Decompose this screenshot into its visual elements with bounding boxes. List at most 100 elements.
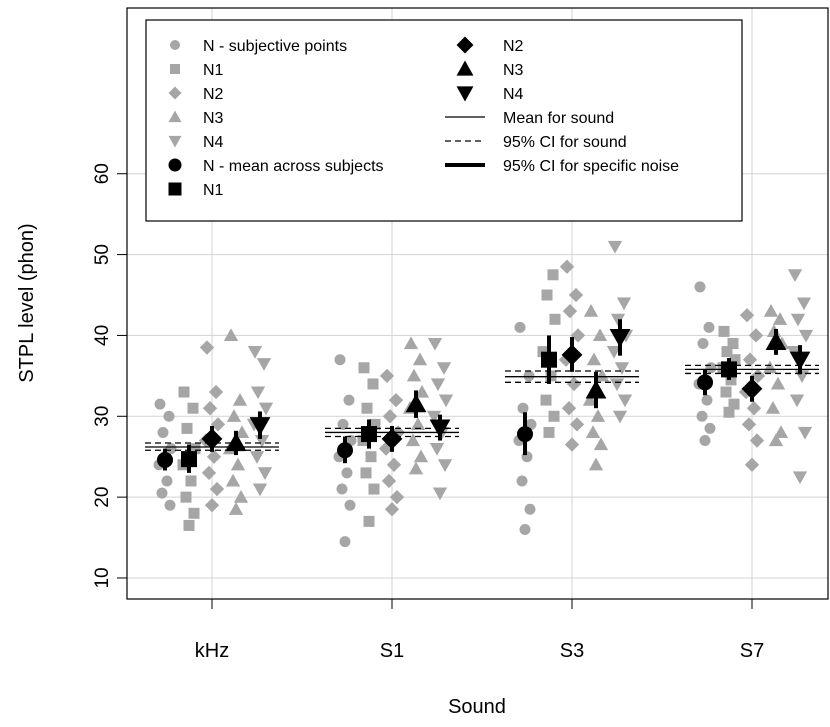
legend-label: 95% CI for specific noise bbox=[503, 158, 679, 175]
noise-mean-marker bbox=[765, 331, 787, 351]
subjective-point bbox=[549, 313, 561, 325]
subjective-point bbox=[514, 321, 526, 333]
subjective-point bbox=[210, 417, 226, 432]
subjective-point bbox=[382, 409, 398, 424]
noise-mean-marker bbox=[721, 361, 737, 378]
subjective-point bbox=[223, 328, 239, 342]
noise-mean-marker bbox=[157, 451, 173, 468]
subjective-point bbox=[561, 401, 577, 416]
x-tick-label: kHz bbox=[195, 640, 229, 662]
subjective-point bbox=[541, 289, 553, 301]
subjective-point bbox=[412, 352, 428, 366]
subjective-point bbox=[247, 346, 263, 359]
subjective-point bbox=[367, 378, 379, 390]
y-tick-label: 60 bbox=[92, 163, 113, 184]
subjective-point bbox=[773, 425, 789, 439]
legend-marker bbox=[168, 182, 182, 196]
subjective-point bbox=[368, 483, 380, 495]
subjective-point bbox=[583, 304, 599, 317]
noise-mean-marker bbox=[585, 380, 607, 399]
subjective-point bbox=[566, 376, 582, 392]
legend-marker bbox=[168, 158, 182, 172]
legend-label: N4 bbox=[203, 134, 224, 151]
legend-marker bbox=[456, 86, 474, 102]
x-axis-label: Sound bbox=[448, 696, 506, 718]
subjective-point bbox=[607, 240, 623, 254]
subjective-point bbox=[697, 338, 709, 350]
subjective-point bbox=[334, 354, 346, 366]
legend-box bbox=[145, 19, 743, 222]
noise-means bbox=[157, 319, 811, 473]
subjective-point bbox=[720, 386, 732, 398]
noise-mean-marker bbox=[381, 428, 403, 450]
subjective-point bbox=[516, 475, 528, 487]
subjective-point bbox=[386, 457, 402, 472]
subjective-point bbox=[337, 418, 349, 430]
subjective-point bbox=[405, 433, 421, 447]
subjective-point bbox=[519, 523, 531, 535]
subjective-point bbox=[762, 360, 778, 374]
subjective-point bbox=[363, 515, 375, 527]
subjective-point bbox=[201, 465, 217, 481]
subjective-point bbox=[765, 401, 781, 414]
subjective-point bbox=[164, 499, 176, 511]
subjective-point bbox=[161, 475, 173, 487]
noise-mean-marker bbox=[697, 374, 713, 391]
subjective-point bbox=[388, 392, 404, 408]
y-tick-label: 50 bbox=[92, 244, 113, 265]
subjective-point bbox=[524, 503, 536, 515]
subjective-point bbox=[739, 308, 755, 323]
subjective-point bbox=[787, 269, 803, 282]
subjective-point bbox=[705, 362, 717, 374]
legend-marker bbox=[456, 36, 474, 54]
legend-label: 95% CI for sound bbox=[503, 134, 627, 151]
subjective-point bbox=[606, 346, 622, 359]
subjective-point bbox=[156, 487, 168, 499]
y-axis-label: STPL level (phon) bbox=[16, 223, 38, 382]
subjective-point bbox=[252, 483, 268, 497]
subjective-point bbox=[748, 328, 764, 343]
subjective-point bbox=[408, 461, 424, 475]
noise-mean-marker bbox=[789, 351, 811, 371]
subjective-point bbox=[592, 328, 608, 342]
legend-label: N3 bbox=[203, 110, 224, 127]
subjective-point bbox=[593, 437, 609, 451]
subjective-point bbox=[230, 457, 246, 471]
subjective-point bbox=[729, 354, 741, 366]
subjective-point bbox=[797, 426, 813, 440]
noise-mean-marker bbox=[405, 393, 427, 413]
subjective-point bbox=[154, 398, 166, 410]
subjective-point bbox=[199, 340, 215, 355]
subjective-point bbox=[721, 346, 733, 358]
subjective-point bbox=[437, 459, 453, 472]
subjective-point bbox=[249, 451, 265, 464]
subjective-point bbox=[438, 394, 454, 408]
subjective-point bbox=[381, 473, 397, 489]
legend-marker bbox=[456, 60, 474, 76]
subjective-point bbox=[379, 368, 395, 384]
subjective-point bbox=[165, 443, 177, 455]
subjective-point bbox=[617, 394, 633, 408]
subjective-point bbox=[228, 502, 244, 515]
subjective-point bbox=[585, 425, 601, 439]
subjective-point bbox=[202, 401, 218, 416]
subjective-point bbox=[410, 417, 426, 430]
subjective-point bbox=[336, 483, 348, 495]
subjective-point bbox=[699, 435, 711, 447]
legend-marker bbox=[168, 86, 182, 100]
subjective-point bbox=[789, 394, 805, 408]
subjective-point bbox=[208, 384, 224, 400]
noise-mean-marker bbox=[429, 419, 451, 439]
subjective-point bbox=[209, 481, 225, 497]
subjective-point bbox=[517, 402, 529, 414]
subjective-point bbox=[727, 338, 739, 350]
subjective-point bbox=[256, 358, 272, 371]
subjective-point bbox=[427, 337, 443, 351]
subjective-point bbox=[365, 451, 377, 463]
subjective-point bbox=[344, 499, 356, 511]
noise-mean-marker bbox=[541, 351, 557, 368]
noise-mean-marker bbox=[201, 428, 223, 450]
noise-mean-marker bbox=[517, 426, 533, 443]
subjective-point bbox=[358, 362, 370, 374]
